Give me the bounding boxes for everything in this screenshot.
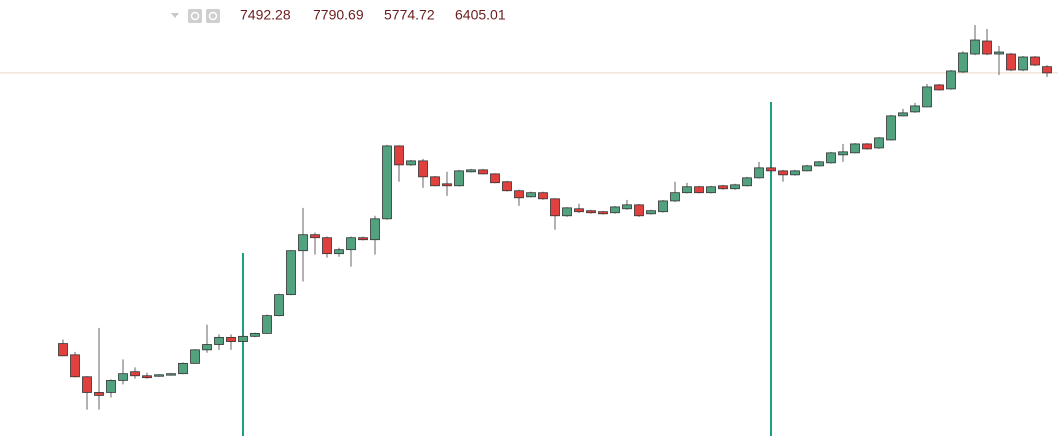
candle-body bbox=[850, 143, 860, 154]
candle-body bbox=[82, 376, 92, 393]
candle-body bbox=[1006, 53, 1016, 71]
candle-body bbox=[346, 237, 356, 251]
candle-body bbox=[370, 218, 380, 241]
candle-body bbox=[454, 170, 464, 187]
candle-body bbox=[538, 192, 548, 200]
candle-body bbox=[178, 362, 188, 375]
candle-body bbox=[610, 206, 620, 214]
candle-body bbox=[802, 165, 812, 172]
candle-body bbox=[490, 173, 500, 184]
candle-body bbox=[886, 115, 896, 141]
candle-body bbox=[982, 40, 992, 55]
dropdown-arrow[interactable] bbox=[171, 13, 179, 18]
candle-body bbox=[286, 250, 296, 296]
candle-body bbox=[526, 192, 536, 198]
candle-body bbox=[214, 336, 224, 345]
candle-body bbox=[442, 183, 452, 187]
candle-body bbox=[562, 207, 572, 217]
candle-body bbox=[478, 169, 488, 175]
settings-icon[interactable] bbox=[188, 9, 202, 23]
open-value: 7492.28 bbox=[240, 7, 291, 23]
candle-body bbox=[406, 160, 416, 166]
candle-body bbox=[1042, 66, 1052, 74]
candle-body bbox=[826, 152, 836, 164]
plot-area bbox=[0, 25, 1058, 410]
candle-body bbox=[730, 184, 740, 190]
candle-body bbox=[382, 145, 392, 220]
candle-body bbox=[202, 344, 212, 351]
candle-body bbox=[166, 373, 176, 376]
candle-body bbox=[586, 210, 596, 214]
candle-body bbox=[994, 51, 1004, 55]
candle-body bbox=[814, 161, 824, 167]
candle-body bbox=[922, 86, 932, 108]
candle-body bbox=[430, 176, 440, 187]
candle-body bbox=[418, 160, 428, 178]
candle-body bbox=[310, 234, 320, 239]
candle-body bbox=[646, 210, 656, 215]
candle-body bbox=[394, 145, 404, 166]
close-value: 6405.01 bbox=[455, 7, 506, 23]
candle-body bbox=[754, 167, 764, 179]
candle-body bbox=[946, 70, 956, 90]
candle-body bbox=[70, 354, 80, 378]
candle-body bbox=[262, 315, 272, 334]
candle-body bbox=[142, 375, 152, 379]
low-value: 5774.72 bbox=[384, 7, 435, 23]
candle-body bbox=[118, 373, 128, 381]
candle-body bbox=[322, 237, 332, 255]
candle-body bbox=[1030, 56, 1040, 66]
candle-body bbox=[598, 211, 608, 215]
candle-body bbox=[58, 343, 68, 357]
candle-body bbox=[514, 190, 524, 199]
gear-icon[interactable] bbox=[206, 9, 220, 23]
candle-body bbox=[838, 151, 848, 156]
candle-body bbox=[466, 169, 476, 173]
high-value: 7790.69 bbox=[313, 7, 364, 23]
candle-body bbox=[334, 249, 344, 255]
candle-body bbox=[634, 204, 644, 217]
gear-glyph bbox=[208, 11, 218, 21]
candle-body bbox=[874, 137, 884, 149]
candle-body bbox=[250, 332, 260, 337]
candle-body bbox=[298, 234, 308, 252]
settings-glyph bbox=[190, 11, 200, 21]
candle-body bbox=[358, 237, 368, 241]
candle-body bbox=[958, 52, 968, 73]
candle-body bbox=[622, 204, 632, 210]
candle-body bbox=[934, 84, 944, 91]
candle-body bbox=[742, 177, 752, 187]
candle-body bbox=[706, 186, 716, 194]
candle-body bbox=[790, 170, 800, 176]
candle-body bbox=[670, 192, 680, 202]
candle-body bbox=[238, 335, 248, 342]
candle-body bbox=[766, 167, 776, 172]
candle-body bbox=[274, 294, 284, 317]
candle-body bbox=[502, 181, 512, 192]
candle-body bbox=[970, 39, 980, 55]
candle-body bbox=[718, 185, 728, 190]
candle-body bbox=[106, 379, 116, 393]
candle-body bbox=[682, 186, 692, 194]
candle-body bbox=[778, 170, 788, 176]
candle-body bbox=[574, 208, 584, 213]
candle-body bbox=[1018, 56, 1028, 71]
candle-body bbox=[94, 392, 104, 396]
candle-body bbox=[550, 198, 560, 217]
candle-body bbox=[694, 186, 704, 194]
candle-body bbox=[658, 200, 668, 213]
candle-body bbox=[226, 336, 236, 342]
candle-body bbox=[910, 105, 920, 113]
candle-body bbox=[862, 143, 872, 150]
candle-body bbox=[154, 374, 164, 377]
candle-body bbox=[130, 371, 140, 377]
candle-body bbox=[190, 349, 200, 364]
candle-body bbox=[898, 112, 908, 117]
